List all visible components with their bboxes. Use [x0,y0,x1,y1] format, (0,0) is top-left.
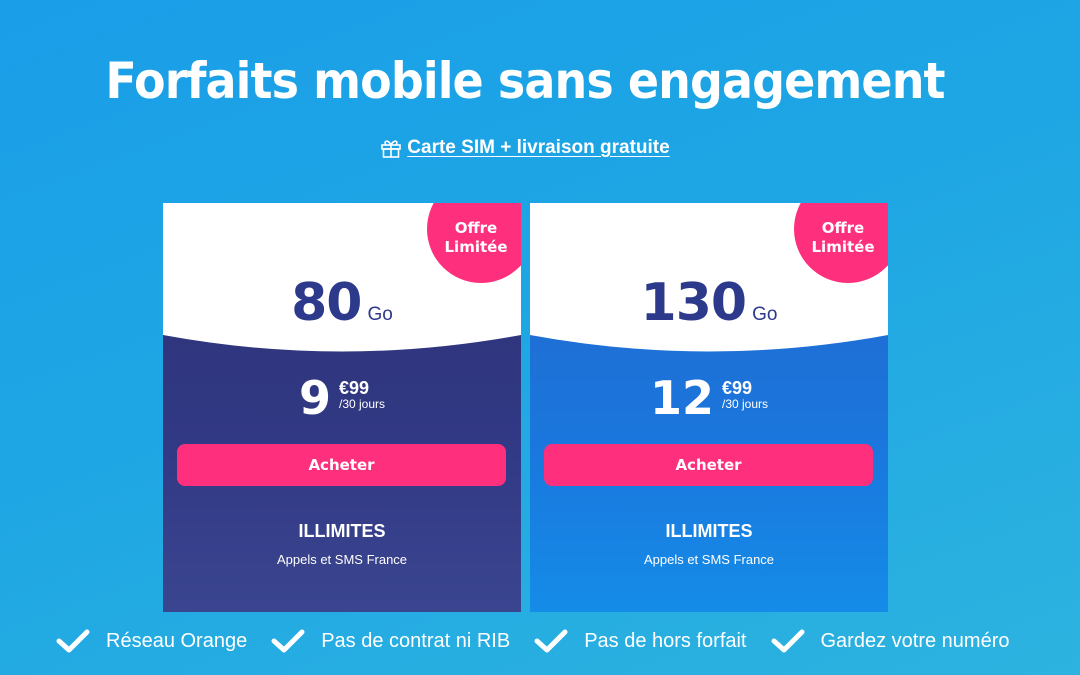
plan-card-130go: Offre Limitée 130 Go 12 €99 /30 jours Ac… [530,203,888,612]
perk-item: Pas de hors forfait [534,628,747,654]
page-title: Forfaits mobile sans engagement [105,52,945,110]
price-period: /30 jours [721,397,769,411]
data-amount: 80 [291,273,362,333]
price: 12 €99 /30 jours [530,375,888,421]
buy-button[interactable]: Acheter [177,444,506,486]
feature-subtitle: Appels et SMS France [276,552,408,567]
check-icon [534,629,568,653]
price: 9 €99 /30 jours [163,375,521,421]
price-period: /30 jours [338,397,386,411]
perk-item: Pas de contrat ni RIB [271,628,510,654]
feature-title: ILLIMITES [298,521,386,541]
limited-offer-badge: Offre Limitée [794,203,888,283]
check-icon [56,629,90,653]
data-unit: Go [367,304,393,325]
price-cents: €99 [338,378,370,398]
data-amount: 130 [640,273,748,333]
price-euros: 12 [649,371,714,425]
gift-icon [381,140,402,158]
data-unit: Go [752,304,778,325]
feature-subtitle: Appels et SMS France [643,552,775,567]
data-allowance: 130 Go [530,273,888,333]
plan-card-80go: Offre Limitée 80 Go 9 €99 /30 jours Ache… [163,203,521,612]
price-cents: €99 [721,378,753,398]
free-sim-delivery-link[interactable]: Carte SIM + livraison gratuite [407,137,670,158]
price-euros: 9 [298,371,331,425]
data-allowance: 80 Go [163,273,521,333]
check-icon [771,629,804,653]
check-icon [271,629,305,653]
buy-button[interactable]: Acheter [544,444,873,486]
perks-list: Réseau Orange Pas de contrat ni RIB Pas … [56,628,1060,654]
promo-banner: Carte SIM + livraison gratuite [0,137,1050,159]
perk-item: Gardez votre numéro [771,628,1009,654]
perk-item: Réseau Orange [56,628,247,654]
feature-title: ILLIMITES [665,521,753,541]
